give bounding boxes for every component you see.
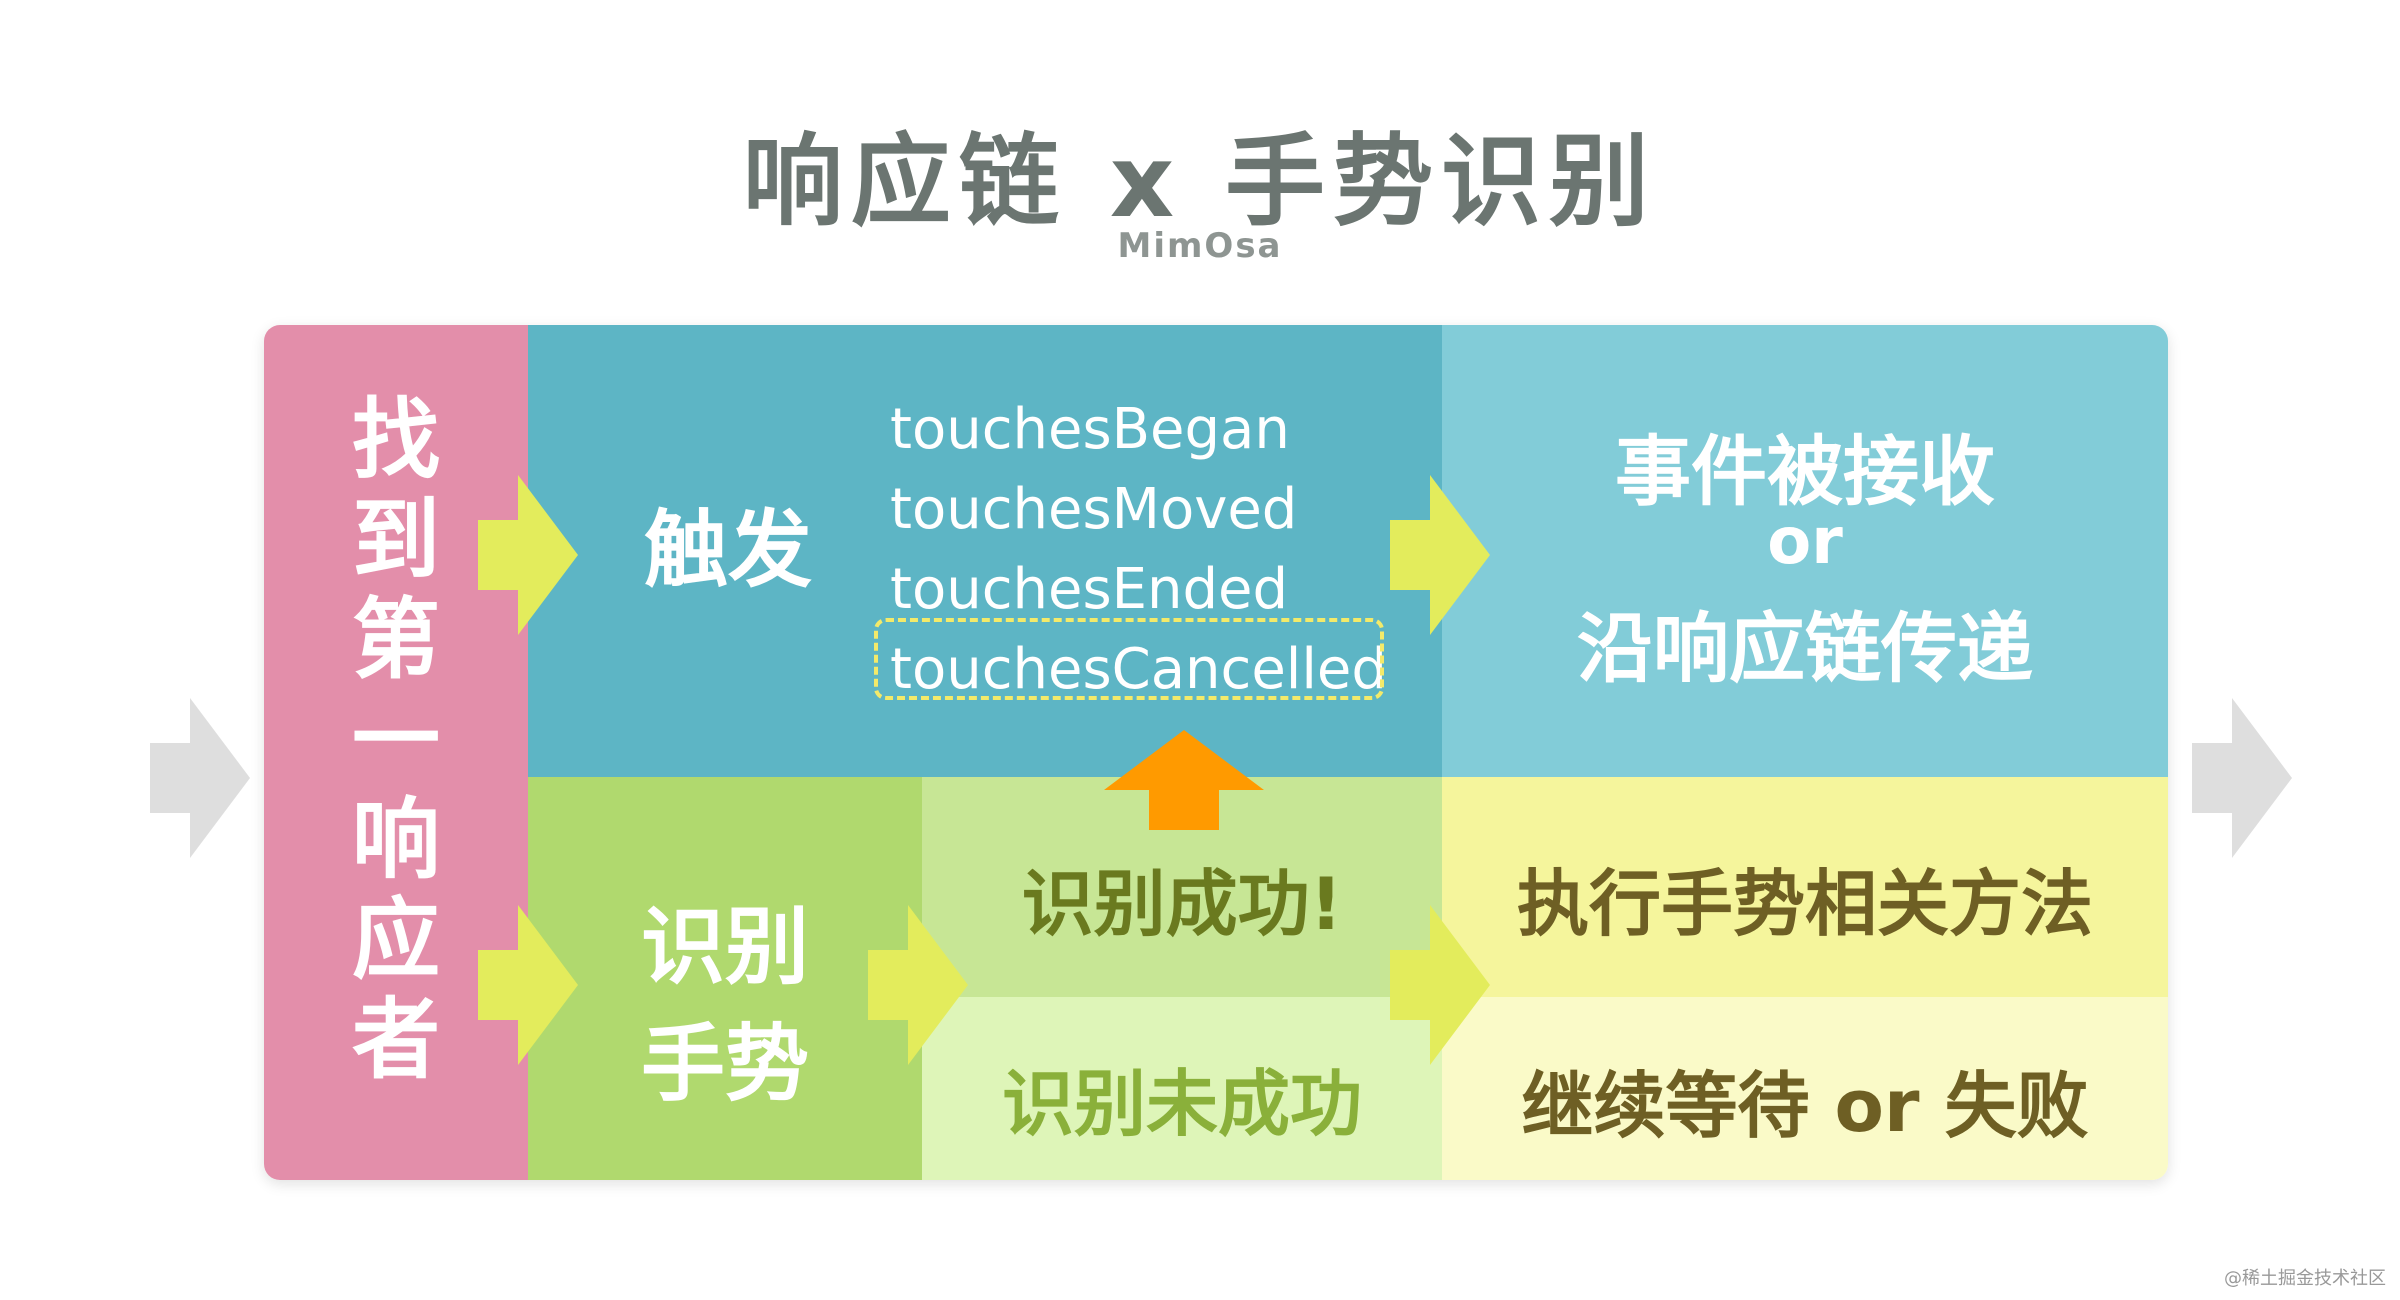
arrow-to-event-result-icon bbox=[1390, 475, 1490, 635]
arrow-to-trigger-icon bbox=[478, 475, 578, 635]
recognize-fail-text: 识别未成功 bbox=[1001, 1062, 1362, 1146]
recognize-gesture-line1: 识别 bbox=[640, 898, 809, 996]
event-received-text: 事件被接收 bbox=[1615, 427, 1995, 516]
page-subtitle: MimOsa bbox=[1117, 226, 1283, 266]
recognize-gesture-line2: 手势 bbox=[640, 1015, 809, 1113]
touch-event-began: touchesBegan bbox=[890, 397, 1290, 462]
touch-event-ended: touchesEnded bbox=[890, 557, 1289, 622]
left-gray-arrow-icon bbox=[150, 698, 250, 858]
recognize-success-text: 识别成功! bbox=[1021, 862, 1343, 946]
flow-board: 找 到 第 一 响 应 者 触发 touchesBegan touchesMov… bbox=[264, 325, 2168, 1180]
cancelled-highlight-box bbox=[874, 618, 1384, 700]
recognize-fail-cell bbox=[922, 997, 1442, 1180]
event-or-text: or bbox=[1767, 505, 1843, 579]
success-action-cell bbox=[1442, 777, 2168, 997]
trigger-cell bbox=[528, 325, 1442, 777]
recognize-gesture-cell bbox=[528, 777, 922, 1180]
arrow-to-recognize-result-icon bbox=[868, 905, 968, 1065]
up-arrow-icon bbox=[1104, 730, 1264, 830]
arrow-to-recognize-icon bbox=[478, 905, 578, 1065]
find-responder-cell: 找 到 第 一 响 应 者 bbox=[264, 325, 528, 1180]
touch-events-list: touchesBegan touchesMoved touchesEnded t… bbox=[890, 390, 1387, 710]
page-title: 响应链 x 手势识别 bbox=[742, 123, 1658, 240]
touch-event-moved: touchesMoved bbox=[890, 477, 1298, 542]
fail-action-cell bbox=[1442, 997, 2168, 1180]
trigger-label: 触发 bbox=[644, 501, 813, 599]
touch-event-cancelled: touchesCancelled bbox=[890, 637, 1387, 702]
event-pass-chain-text: 沿响应链传递 bbox=[1577, 604, 2033, 693]
arrow-to-action-icon bbox=[1390, 905, 1490, 1065]
event-result-cell bbox=[1442, 325, 2168, 777]
find-responder-text: 找 到 第 一 响 应 者 bbox=[351, 388, 440, 1091]
fail-action-text: 继续等待 or 失败 bbox=[1521, 1064, 2089, 1148]
success-action-text: 执行手势相关方法 bbox=[1516, 862, 2093, 946]
right-gray-arrow-icon bbox=[2192, 698, 2292, 858]
watermark: @稀土掘金技术社区 bbox=[2224, 1268, 2386, 1289]
